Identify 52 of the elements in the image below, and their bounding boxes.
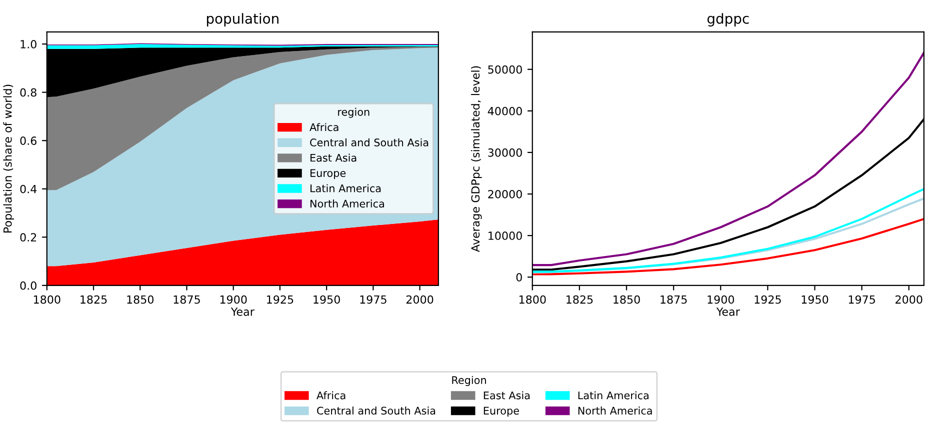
x-tick-label: 1950 xyxy=(802,295,828,304)
x-tick-label: 1850 xyxy=(614,295,640,304)
legend-label: Latin America xyxy=(578,391,648,400)
y-tick-label: 0 xyxy=(516,273,522,282)
legend-label: Central and South Asia xyxy=(310,138,428,146)
y-tick-label: 1.0 xyxy=(20,40,36,48)
y-tick-label: 20000 xyxy=(488,190,522,198)
y-tick-label: 40000 xyxy=(488,106,522,116)
line-series xyxy=(532,52,924,266)
legend-label: North America xyxy=(310,200,384,208)
x-tick-label: 1875 xyxy=(660,295,687,304)
legend-title: region xyxy=(338,108,370,118)
y-tick-label: 50000 xyxy=(488,65,522,74)
y-tick-label: 10000 xyxy=(488,232,522,240)
y-tick-label: 0.0 xyxy=(20,281,36,290)
x-axis-title: Year xyxy=(230,308,254,316)
y-axis-title: Average GDPpc (simulated, level) xyxy=(471,66,482,252)
x-tick-label: 1925 xyxy=(267,295,294,304)
x-tick-label: 1975 xyxy=(360,295,386,304)
x-tick-label: 1975 xyxy=(848,295,875,304)
line-series xyxy=(532,218,924,276)
x-tick-label: 2000 xyxy=(406,295,434,304)
y-tick-label: 30000 xyxy=(488,148,522,157)
x-tick-label: 1875 xyxy=(174,295,200,304)
x-tick-label: 1825 xyxy=(566,295,593,304)
x-tick-label: 1900 xyxy=(220,295,247,304)
chart-title: population xyxy=(206,13,278,27)
x-tick-label: 1800 xyxy=(34,295,60,304)
x-axis-title: Year xyxy=(716,308,740,316)
legend-title: Region xyxy=(452,376,486,386)
x-tick-label: 2000 xyxy=(896,295,922,304)
y-tick-label: 0.4 xyxy=(20,184,37,194)
x-tick-label: 1925 xyxy=(754,295,781,304)
legend-label: Europe xyxy=(484,406,519,417)
legend-label: North America xyxy=(578,406,652,415)
legend-label: Central and South Asia xyxy=(317,406,436,415)
x-tick-label: 1850 xyxy=(127,295,154,304)
y-tick-label: 0.2 xyxy=(20,233,36,242)
x-tick-label: 1800 xyxy=(519,295,546,304)
x-tick-label: 1825 xyxy=(80,295,107,304)
legend-label: Europe xyxy=(310,169,346,180)
x-tick-label: 1900 xyxy=(708,295,734,304)
y-tick-label: 0.6 xyxy=(20,136,36,145)
legend-label: Africa xyxy=(310,123,338,132)
y-axis-title: Population (share of world) xyxy=(3,84,14,232)
y-tick-label: 0.8 xyxy=(20,88,36,97)
legend-label: Latin America xyxy=(310,184,381,192)
chart-title: gdppc xyxy=(707,13,749,27)
x-tick-label: 1950 xyxy=(314,295,340,304)
legend-label: East Asia xyxy=(484,391,530,400)
legend-label: Africa xyxy=(316,391,346,400)
legend-label: East Asia xyxy=(310,154,356,162)
